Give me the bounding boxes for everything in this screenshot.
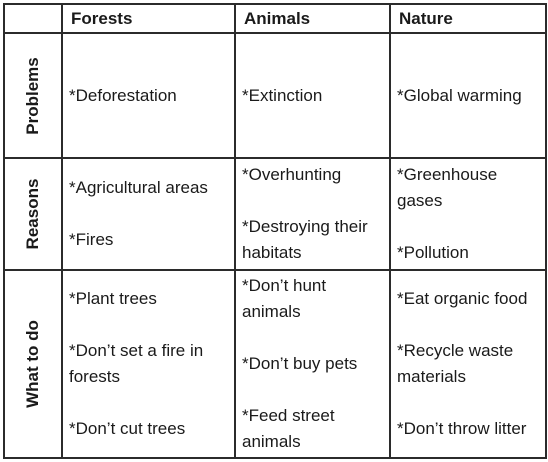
list-item: *Deforestation <box>69 85 177 105</box>
list-item: *Recycle waste materials <box>397 341 514 386</box>
row-label: Reasons <box>23 178 42 250</box>
list-item: *Eat organic food <box>397 289 528 308</box>
header-row: Forests Animals Nature <box>3 3 547 34</box>
row-header-reasons: Reasons <box>3 157 63 271</box>
cell-problems-animals: *Extinction <box>234 32 391 159</box>
cell-reasons-forests: *Agricultural areas *Fires <box>61 157 236 271</box>
list-item: *Don’t set a fire in forests <box>69 341 204 386</box>
cell-reasons-animals: *Overhunting *Destroying their habitats <box>234 157 391 271</box>
cell-problems-nature: *Global warming <box>389 32 547 159</box>
list-item: *Global warming <box>397 85 522 105</box>
column-header-animals: Animals <box>234 3 391 34</box>
cell-what-to-do-forests: *Plant trees *Don’t set a fire in forest… <box>61 269 236 459</box>
list-item: *Agricultural areas <box>69 178 208 197</box>
list-item: *Overhunting <box>242 165 342 184</box>
table-row-reasons: Reasons *Agricultural areas *Fires *Over… <box>3 157 547 271</box>
list-item: *Don’t buy pets <box>242 354 358 373</box>
cell-reasons-nature: *Greenhouse gases *Pollution <box>389 157 547 271</box>
table-row-problems: Problems *Deforestation *Extinction *Glo… <box>3 32 547 159</box>
list-item: *Don’t throw litter <box>397 419 527 438</box>
list-item: *Feed street animals <box>242 406 335 451</box>
column-header-forests: Forests <box>61 3 236 34</box>
list-item: *Destroying their habitats <box>242 217 368 262</box>
row-header-what-to-do: What to do <box>3 269 63 459</box>
list-item: *Extinction <box>242 85 323 105</box>
list-item: *Pollution <box>397 243 469 262</box>
cell-problems-forests: *Deforestation <box>61 32 236 159</box>
list-item: *Don’t hunt animals <box>242 276 327 321</box>
cell-what-to-do-animals: *Don’t hunt animals *Don’t buy pets *Fee… <box>234 269 391 459</box>
cell-what-to-do-nature: *Eat organic food *Recycle waste materia… <box>389 269 547 459</box>
list-item: *Fires <box>69 230 114 249</box>
list-item: *Don’t cut trees <box>69 419 186 438</box>
row-header-problems: Problems <box>3 32 63 159</box>
list-item: *Plant trees <box>69 289 157 308</box>
corner-cell <box>3 3 63 34</box>
list-item: *Greenhouse gases <box>397 165 498 210</box>
row-label: Problems <box>23 56 42 135</box>
table-row-what-to-do: What to do *Plant trees *Don’t set a fir… <box>3 269 547 459</box>
column-header-nature: Nature <box>389 3 547 34</box>
row-label: What to do <box>23 320 42 408</box>
environment-table: Forests Animals Nature Problems *Defores… <box>3 3 547 459</box>
